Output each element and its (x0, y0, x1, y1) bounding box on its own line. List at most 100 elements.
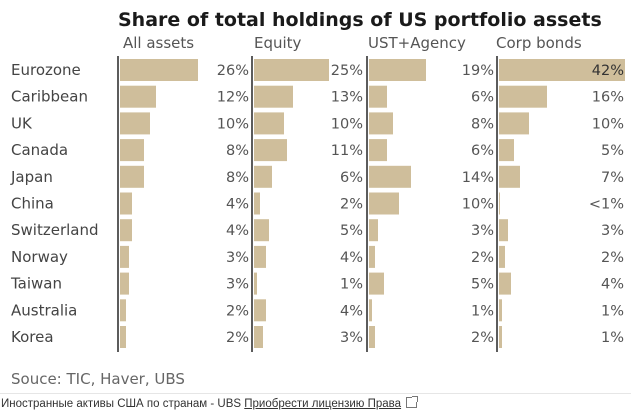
row-label: China (11, 195, 54, 213)
value-label: 26% (217, 63, 249, 79)
bar (499, 85, 547, 108)
value-label: 6% (340, 170, 363, 186)
value-label: 10% (331, 116, 363, 132)
value-label: 10% (462, 197, 494, 213)
row-label: Taiwan (10, 275, 62, 293)
external-link-icon[interactable] (406, 396, 419, 408)
value-label: 6% (471, 90, 494, 106)
value-label: 2% (226, 330, 249, 346)
row-labels: Eurozone Caribbean UK Canada Japan China Switz… (10, 61, 99, 346)
bar (120, 299, 126, 322)
value-label: 25% (331, 63, 363, 79)
bar (120, 59, 198, 81)
bar (499, 299, 502, 322)
bar (254, 299, 266, 322)
image-caption: Иностранные активы США по странам - UBS … (1, 396, 419, 410)
value-label: 3% (471, 223, 494, 239)
bar (499, 139, 514, 162)
row-label: Japan (10, 168, 53, 186)
row-label: Norway (11, 248, 68, 266)
bar (254, 192, 260, 215)
value-label: 4% (340, 303, 363, 319)
divider (0, 393, 631, 394)
value-label: 13% (331, 90, 363, 106)
bar (120, 245, 129, 268)
value-label: 4% (601, 277, 624, 293)
bar (369, 245, 375, 268)
bar (120, 112, 150, 135)
column-header: Equity (254, 34, 302, 52)
bar (369, 85, 387, 108)
bar (120, 192, 132, 215)
row-label: Canada (11, 141, 68, 159)
bar (499, 326, 502, 348)
value-label: 8% (226, 170, 249, 186)
row-label: Australia (11, 301, 77, 319)
bar (369, 59, 426, 81)
bar (499, 59, 625, 81)
row-label: Switzerland (11, 221, 99, 239)
value-label: 3% (601, 223, 624, 239)
value-label: 2% (471, 250, 494, 266)
value-label: 2% (601, 250, 624, 266)
value-label: 1% (601, 303, 624, 319)
bar (254, 245, 266, 268)
value-label: 3% (226, 277, 249, 293)
bar (499, 272, 511, 295)
bar (254, 112, 284, 135)
row-label: UK (11, 114, 33, 132)
row-label: Korea (11, 328, 54, 346)
bar (254, 139, 287, 162)
bar (254, 165, 272, 188)
bar (120, 85, 156, 108)
bar (369, 272, 384, 295)
bar (120, 326, 126, 348)
bar (120, 165, 144, 188)
value-label: 4% (226, 197, 249, 213)
bar (499, 165, 520, 188)
value-label: 12% (217, 90, 249, 106)
value-label: 1% (471, 303, 494, 319)
bar (499, 192, 500, 215)
bar (254, 219, 269, 242)
value-label: 42% (592, 63, 624, 79)
bar (254, 85, 293, 108)
chart: Share of total holdings of US portfolio … (10, 9, 625, 388)
license-link[interactable]: Приобрести лицензию Права (244, 398, 402, 410)
row-label: Eurozone (11, 61, 81, 79)
value-label: 2% (340, 197, 363, 213)
bar (499, 112, 529, 135)
bars (120, 59, 625, 348)
column-headers: All assets Equity UST+Agency Corp bonds (123, 34, 582, 52)
value-label: <1% (589, 197, 624, 213)
axes (117, 56, 498, 352)
bar (369, 299, 372, 322)
column-header: UST+Agency (368, 34, 466, 52)
source-note: Souce: TIC, Haver, UBS (11, 370, 185, 388)
value-label: 2% (226, 303, 249, 319)
value-label: 4% (226, 223, 249, 239)
bar (369, 139, 387, 162)
value-label: 6% (471, 143, 494, 159)
value-labels: 26% 12% 10% 8% 8% 4% 4% 3% 3% 2% 2% 25% 13% 10% 11% 6% 2… (217, 63, 624, 346)
value-label: 2% (471, 330, 494, 346)
value-label: 3% (340, 330, 363, 346)
value-label: 19% (462, 63, 494, 79)
value-label: 5% (471, 277, 494, 293)
bar (254, 59, 329, 81)
bar (120, 272, 129, 295)
bar (499, 245, 505, 268)
value-label: 16% (592, 90, 624, 106)
bar (254, 272, 257, 295)
value-label: 14% (462, 170, 494, 186)
value-label: 1% (601, 330, 624, 346)
value-label: 8% (471, 116, 494, 132)
bar (369, 112, 393, 135)
bar (369, 192, 399, 215)
bar (120, 139, 144, 162)
bar (254, 326, 263, 348)
value-label: 10% (217, 116, 249, 132)
value-label: 5% (340, 223, 363, 239)
row-label: Caribbean (11, 88, 88, 106)
chart-title: Share of total holdings of US portfolio … (118, 9, 602, 31)
